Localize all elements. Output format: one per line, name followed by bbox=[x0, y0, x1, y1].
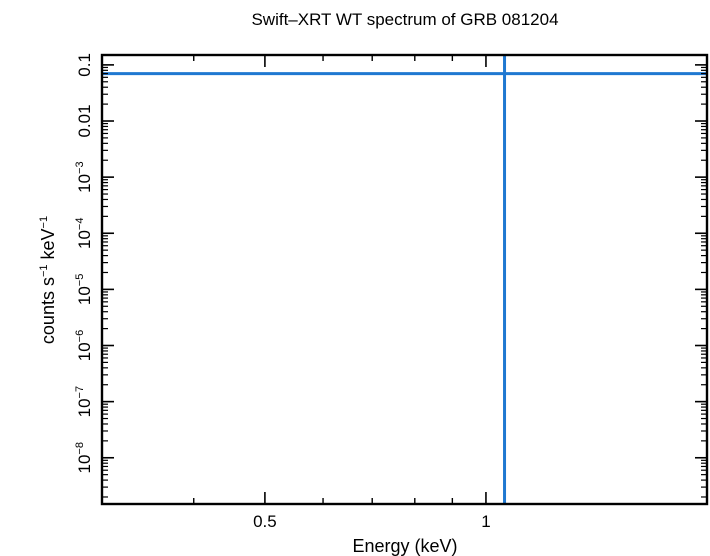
y-axis-label-prefix: counts s bbox=[38, 277, 58, 344]
y-tick-label-exp-7: −8 bbox=[74, 442, 86, 455]
y-tick-label-base-1: 0.01 bbox=[75, 104, 94, 137]
y-tick-label-0: 0.1 bbox=[75, 53, 94, 77]
y-axis-label: counts s−1 keV−1 bbox=[38, 216, 58, 344]
y-tick-label-exp-3: −4 bbox=[74, 218, 86, 231]
y-tick-label-5: 10−6 bbox=[74, 330, 94, 361]
y-axis-label-middle: keV bbox=[38, 228, 58, 264]
y-axis-label-exp1: −1 bbox=[38, 264, 50, 277]
y-tick-label-exp-5: −6 bbox=[74, 330, 86, 343]
y-tick-label-base-6: 10 bbox=[75, 398, 94, 417]
y-tick-label-base-4: 10 bbox=[75, 286, 94, 305]
x-axis-label: Energy (keV) bbox=[352, 536, 457, 556]
y-tick-label-exp-2: −3 bbox=[74, 161, 86, 174]
y-tick-label-base-3: 10 bbox=[75, 230, 94, 249]
y-axis-label-exp2: −1 bbox=[38, 216, 50, 229]
y-tick-label-6: 10−7 bbox=[74, 386, 94, 417]
y-tick-label-exp-4: −5 bbox=[74, 274, 86, 287]
y-tick-label-3: 10−4 bbox=[74, 218, 94, 249]
y-tick-label-4: 10−5 bbox=[74, 274, 94, 305]
y-tick-label-7: 10−8 bbox=[74, 442, 94, 473]
y-tick-label-exp-6: −7 bbox=[74, 386, 86, 399]
y-tick-label-2: 10−3 bbox=[74, 161, 94, 192]
y-tick-label-base-2: 10 bbox=[75, 174, 94, 193]
y-tick-label-base-0: 0.1 bbox=[75, 53, 94, 77]
x-tick-label-1: 1 bbox=[481, 512, 490, 531]
data-lines bbox=[102, 55, 707, 504]
y-tick-label-base-5: 10 bbox=[75, 342, 94, 361]
plot-frame bbox=[100, 53, 709, 506]
x-tick-label-0: 0.5 bbox=[253, 512, 277, 531]
y-tick-label-base-7: 10 bbox=[75, 455, 94, 474]
y-tick-label-1: 0.01 bbox=[75, 104, 94, 137]
chart-title: Swift–XRT WT spectrum of GRB 081204 bbox=[251, 10, 558, 29]
